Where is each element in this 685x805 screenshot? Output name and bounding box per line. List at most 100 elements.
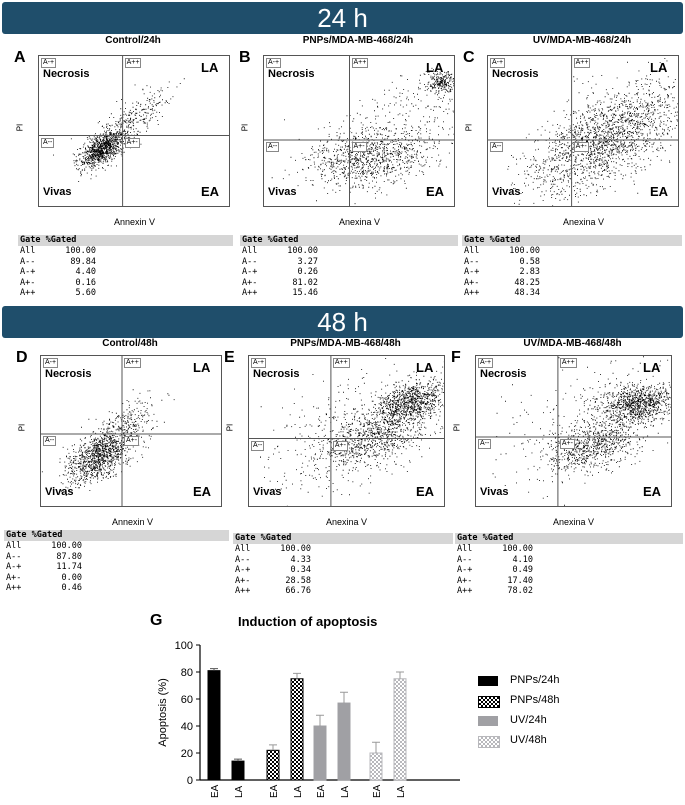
quadrant-label-vivas: Vivas (268, 186, 297, 198)
x-tick-label: EA (210, 784, 221, 798)
gate-table: Gate %Gated All 100.00 A-- 3.27 A-+ 0.26 A+- 81.… (240, 235, 458, 299)
y-tick-label: 0 (187, 775, 193, 787)
gate-table-row: A+- 48.25 (464, 277, 540, 288)
legend-swatch (478, 736, 500, 748)
quadrant-label-vivas: Vivas (480, 486, 509, 498)
scatter-dots (39, 56, 229, 206)
gate-table-header: Gate %Gated (455, 533, 683, 544)
panel-letter: F (451, 349, 461, 366)
quadrant-label-ea: EA (416, 484, 435, 499)
y-axis-title: Apoptosis (%) (157, 678, 169, 746)
panel-title: Control/24h (105, 35, 161, 46)
quadrant-label-necrosis: Necrosis (480, 368, 527, 380)
gate-table-row: A-- 4.10 (457, 554, 533, 565)
event-dots (53, 78, 185, 182)
y-axis-label: PI (225, 423, 235, 431)
gate-table: Gate %Gated All 100.00 A-- 4.33 A-+ 0.34 A+- 28.… (233, 533, 453, 597)
gate-table-row: A-- 87.80 (6, 551, 82, 562)
bar-UV-24h-EA (313, 725, 327, 781)
panel-letter: E (224, 349, 235, 366)
gate-table-row: A-+ 4.40 (20, 267, 96, 277)
quadrant-tag: A-- (41, 137, 55, 148)
quadrant-tag: A-+ (490, 58, 506, 68)
x-axis-label: Annexin V (114, 217, 156, 227)
gate-table-row: All 100.00 (6, 541, 82, 551)
gate-table-header: Gate %Gated (462, 235, 682, 246)
scatter-plot: Necrosis Vivas LA EA A-+ A++ A-- A+- (38, 55, 230, 207)
chart-title: Induction of apoptosis (238, 614, 378, 629)
gate-table-row: All 100.00 (242, 246, 318, 256)
quadrant-tag: A++ (559, 358, 577, 368)
quadrant-label-vivas: Vivas (45, 486, 74, 498)
scatter-plot: Necrosis Vivas LA EA A-+ A++ A-- A+- (40, 355, 222, 507)
gate-table-row: All 100.00 (457, 544, 533, 554)
x-tick-label: LA (234, 785, 245, 798)
quadrant-label-vivas: Vivas (253, 486, 282, 498)
gate-table-row: A++ 78.02 (457, 586, 533, 596)
quadrant-tag: A++ (124, 58, 142, 68)
gate-table-row: A+- 81.02 (242, 277, 318, 288)
legend-swatch (478, 696, 500, 708)
event-dots (271, 67, 454, 205)
scatter-dots (41, 356, 221, 506)
y-tick-label: 80 (181, 667, 193, 679)
quadrant-label-ea: EA (201, 184, 220, 199)
gate-table-row: A+- 0.00 (6, 572, 82, 583)
scatter-dots (488, 56, 678, 206)
panel-letter: B (239, 49, 251, 66)
y-axis-label: PI (17, 423, 27, 431)
gate-table: Gate %Gated All 100.00 A-- 4.10 A-+ 0.49 A+- 17.… (455, 533, 683, 597)
error-bar (396, 671, 404, 679)
legend-swatch (478, 676, 498, 686)
quadrant-tag: A-- (266, 142, 280, 152)
gate-table-row: A++ 0.46 (6, 583, 82, 593)
quadrant-tag: A++ (124, 358, 141, 368)
quadrant-label-ea: EA (193, 484, 212, 499)
bar-UV-48h-LA (393, 678, 407, 781)
gate-table: Gate %Gated All 100.00 A-- 89.84 A-+ 4.40 A+- 0.… (18, 235, 233, 299)
quadrant-label-la: LA (643, 360, 661, 375)
quadrant-tag: A-- (478, 439, 492, 449)
panel-title: Control/48h (102, 338, 158, 349)
quadrant-tag: A+- (124, 436, 140, 446)
gate-table-row: A++ 15.46 (242, 288, 318, 298)
gate-table-row: A-+ 0.49 (457, 565, 533, 575)
error-bar (372, 741, 380, 753)
y-tick-label: 20 (181, 748, 193, 760)
legend-label: UV/24h (510, 714, 547, 726)
gate-table-row: A-+ 11.74 (6, 562, 82, 572)
quadrant-tag: A++ (351, 58, 369, 68)
quadrant-label-necrosis: Necrosis (268, 68, 315, 80)
bar-PNPs-24h-EA (207, 670, 221, 781)
gate-table-row: A++ 48.34 (464, 288, 540, 298)
gate-table-row: A-- 4.33 (235, 554, 311, 565)
gate-table-row: All 100.00 (20, 246, 96, 256)
panel-title: UV/MDA-MB-468/24h (532, 35, 632, 46)
bar-PNPs-48h-LA (290, 678, 304, 781)
x-axis-label: Anexina V (339, 217, 381, 227)
x-axis-label: Anexina V (326, 517, 368, 527)
apoptosis-bar-chart: 0 20 40 60 80 100 Apoptosis (%) EA LA EA LA EA LA EA L… (157, 640, 460, 798)
gate-table-row: All 100.00 (235, 544, 311, 554)
quadrant-label-la: LA (650, 60, 668, 75)
x-tick-label: LA (396, 785, 407, 798)
error-bar (210, 668, 218, 671)
quadrant-label-ea: EA (426, 184, 445, 199)
quadrant-tag: A-+ (43, 358, 59, 368)
panel-letter: C (463, 49, 475, 66)
gate-table-row: A-- 3.27 (242, 256, 318, 267)
scatter-plot: Necrosis Vivas LA EA A-+ A++ A-- A+- (263, 55, 455, 207)
event-dots (492, 356, 671, 506)
panel-title: PNPs/MDA-MB-468/48h (290, 338, 401, 349)
quadrant-label-ea: EA (643, 484, 662, 499)
y-axis-label: PI (452, 423, 462, 431)
x-tick-label: EA (316, 784, 327, 798)
gate-table-row: A-- 89.84 (20, 256, 96, 267)
legend-label: UV/48h (510, 734, 547, 746)
y-tick-label: 40 (181, 721, 193, 733)
quadrant-label-la: LA (201, 60, 219, 75)
x-tick-label: LA (340, 785, 351, 798)
gate-table-row: A-+ 2.83 (464, 267, 540, 277)
scatter-plot: Necrosis Vivas LA EA A-+ A++ A-- A+- (248, 355, 445, 507)
y-axis-label: PI (15, 123, 25, 131)
